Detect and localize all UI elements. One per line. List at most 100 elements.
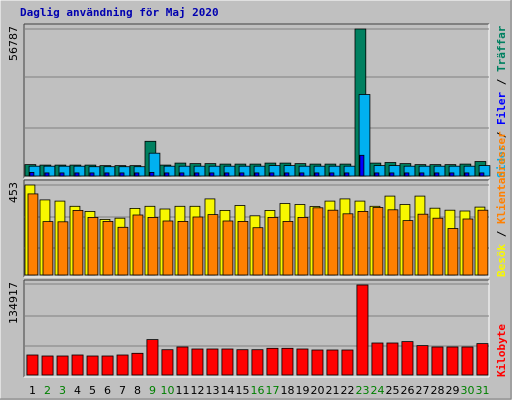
bar-visits-klientadresser-day-26 xyxy=(402,220,414,276)
bar-hits-sidor-day-19 xyxy=(299,172,305,177)
panel-visits: 453 xyxy=(7,179,490,278)
bar-visits-klientadresser-day-2 xyxy=(42,221,54,276)
bar-kilobytes-kilobyte-day-14 xyxy=(221,348,234,376)
bar-hits-sidor-day-31 xyxy=(479,172,485,177)
bar-hits-sidor-day-25 xyxy=(389,172,395,177)
day-label-1: 1 xyxy=(29,384,36,397)
bar-hits-sidor-day-30 xyxy=(464,172,470,177)
day-label-22: 22 xyxy=(341,384,355,397)
bar-visits-klientadresser-day-4 xyxy=(72,209,84,276)
bar-visits-klientadresser-day-7 xyxy=(117,226,129,276)
day-label-13: 13 xyxy=(206,384,220,397)
bar-kilobytes-kilobyte-day-8 xyxy=(131,352,144,376)
panel-background xyxy=(24,24,489,178)
bar-hits-sidor-day-7 xyxy=(119,172,125,177)
bar-kilobytes-kilobyte-day-2 xyxy=(41,355,54,376)
day-label-16: 16 xyxy=(251,384,265,397)
day-label-19: 19 xyxy=(296,384,310,397)
day-label-20: 20 xyxy=(311,384,325,397)
bar-visits-klientadresser-day-14 xyxy=(222,220,234,276)
bar-hits-sidor-day-29 xyxy=(449,172,455,177)
day-label-30: 30 xyxy=(461,384,475,397)
bar-hits-filer-day-9 xyxy=(148,152,161,177)
legend-entry: Filer xyxy=(495,92,508,125)
day-label-25: 25 xyxy=(386,384,400,397)
day-label-28: 28 xyxy=(431,384,445,397)
bar-hits-sidor-day-22 xyxy=(344,172,350,177)
bar-visits-klientadresser-day-24 xyxy=(372,207,384,276)
bar-visits-klientadresser-day-18 xyxy=(282,220,294,276)
bar-visits-klientadresser-day-15 xyxy=(237,220,249,276)
legend-entry: Träffar xyxy=(495,25,508,72)
bar-hits-sidor-day-8 xyxy=(134,172,140,177)
bar-hits-sidor-day-24 xyxy=(374,172,380,177)
bar-hits-sidor-day-5 xyxy=(89,172,95,177)
ymax-label: 453 xyxy=(7,182,20,203)
bar-visits-klientadresser-day-1 xyxy=(27,193,39,276)
bar-kilobytes-kilobyte-day-3 xyxy=(56,355,69,376)
bar-kilobytes-kilobyte-day-13 xyxy=(206,348,219,376)
day-label-8: 8 xyxy=(134,384,141,397)
bar-hits-sidor-day-26 xyxy=(404,172,410,177)
panel-hits: 56787 xyxy=(7,23,491,179)
legend-kilobytes: Kilobyte xyxy=(495,324,508,377)
bar-kilobytes-kilobyte-day-6 xyxy=(101,355,114,376)
day-label-9: 9 xyxy=(149,384,156,397)
bar-hits-sidor-day-3 xyxy=(59,172,65,177)
legend-separator: / xyxy=(495,224,508,244)
bar-kilobytes-kilobyte-day-21 xyxy=(326,349,339,376)
bar-kilobytes-kilobyte-day-12 xyxy=(191,348,204,376)
bar-hits-sidor-day-15 xyxy=(239,172,245,177)
bar-visits-klientadresser-day-6 xyxy=(102,220,114,276)
day-label-18: 18 xyxy=(281,384,295,397)
day-label-4: 4 xyxy=(74,384,81,397)
bar-kilobytes-kilobyte-day-18 xyxy=(281,347,294,376)
bar-visits-klientadresser-day-9 xyxy=(147,216,159,276)
bar-hits-sidor-day-28 xyxy=(434,172,440,177)
day-label-27: 27 xyxy=(416,384,430,397)
bar-kilobytes-kilobyte-day-17 xyxy=(266,347,279,376)
legend-separator: / xyxy=(495,125,508,145)
ymax-label: 56787 xyxy=(7,26,20,61)
bar-kilobytes-kilobyte-day-19 xyxy=(296,348,309,376)
day-label-26: 26 xyxy=(401,384,415,397)
bar-visits-klientadresser-day-20 xyxy=(312,207,324,276)
day-label-31: 31 xyxy=(476,384,490,397)
bar-kilobytes-kilobyte-day-10 xyxy=(161,349,174,376)
day-label-6: 6 xyxy=(104,384,111,397)
chart-title: Daglig användning för Maj 2020 xyxy=(20,6,219,19)
bar-kilobytes-kilobyte-day-9 xyxy=(146,339,159,376)
bar-kilobytes-kilobyte-day-11 xyxy=(176,346,189,376)
bar-visits-klientadresser-day-28 xyxy=(432,217,444,276)
bar-kilobytes-kilobyte-day-23 xyxy=(356,284,369,376)
bar-hits-sidor-day-1 xyxy=(29,171,35,177)
bar-kilobytes-kilobyte-day-16 xyxy=(251,349,264,376)
bar-kilobytes-kilobyte-day-20 xyxy=(311,349,324,376)
bar-kilobytes-kilobyte-day-29 xyxy=(446,346,459,376)
bar-visits-klientadresser-day-19 xyxy=(297,216,309,276)
bar-hits-sidor-day-21 xyxy=(329,172,335,177)
bar-hits-sidor-day-12 xyxy=(194,172,200,177)
bar-visits-klientadresser-day-31 xyxy=(477,209,489,276)
legend-visits: Besök / Klientadresser xyxy=(495,131,508,277)
bar-kilobytes-kilobyte-day-31 xyxy=(476,343,489,376)
bar-visits-klientadresser-day-3 xyxy=(57,221,69,276)
legend-hits: Sidor / Filer / Träffar xyxy=(495,25,508,178)
bar-hits-sidor-day-17 xyxy=(269,172,275,177)
bar-visits-klientadresser-day-25 xyxy=(387,209,399,276)
day-label-5: 5 xyxy=(89,384,96,397)
bar-hits-filer-day-23 xyxy=(358,94,371,177)
bar-visits-klientadresser-day-12 xyxy=(192,216,204,276)
legend-separator: / xyxy=(495,72,508,92)
bar-kilobytes-kilobyte-day-28 xyxy=(431,346,444,376)
bar-visits-klientadresser-day-11 xyxy=(177,220,189,276)
bar-visits-klientadresser-day-13 xyxy=(207,214,219,276)
day-label-29: 29 xyxy=(446,384,460,397)
day-label-23: 23 xyxy=(356,384,370,397)
day-labels: 1 2 3 4 5 6 7 8 9 10 11 12 13 14 15 16 17 18 19 20 21 22 23 24 2… xyxy=(29,384,490,397)
bar-hits-sidor-day-9 xyxy=(149,171,155,177)
bar-hits-sidor-day-18 xyxy=(284,172,290,177)
bar-kilobytes-kilobyte-day-25 xyxy=(386,342,399,376)
bar-visits-klientadresser-day-27 xyxy=(417,213,429,276)
bar-kilobytes-kilobyte-day-24 xyxy=(371,342,384,376)
